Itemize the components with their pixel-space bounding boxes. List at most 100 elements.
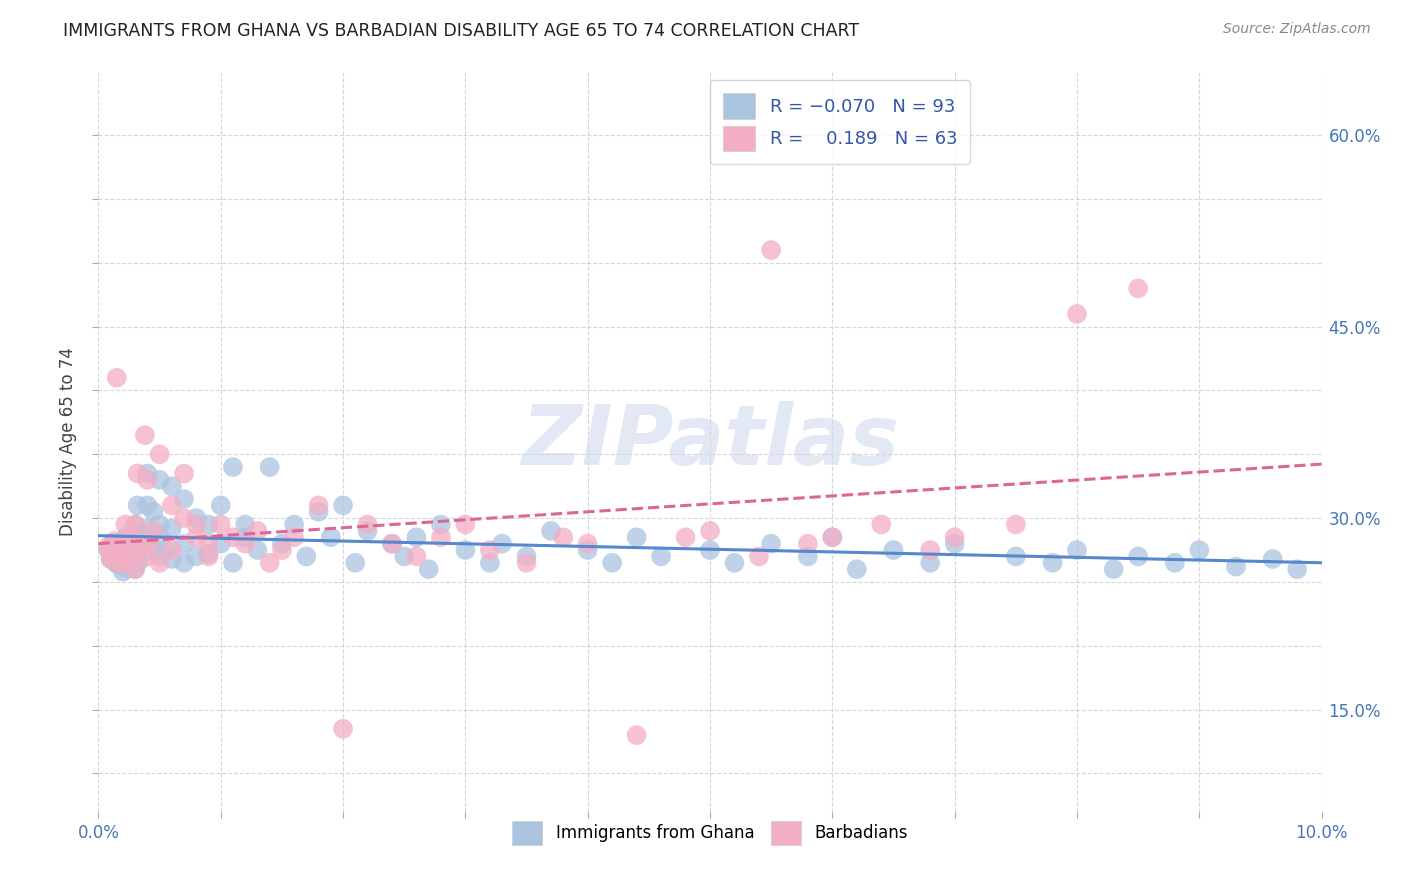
Text: IMMIGRANTS FROM GHANA VS BARBADIAN DISABILITY AGE 65 TO 74 CORRELATION CHART: IMMIGRANTS FROM GHANA VS BARBADIAN DISAB… bbox=[63, 22, 859, 40]
Point bbox=[107, 539, 129, 553]
Point bbox=[920, 556, 942, 570]
Point bbox=[845, 562, 868, 576]
Point bbox=[127, 467, 149, 481]
Point bbox=[186, 517, 208, 532]
Point bbox=[270, 536, 292, 550]
Point bbox=[1004, 549, 1026, 564]
Point bbox=[209, 499, 232, 513]
Point bbox=[142, 524, 165, 538]
Point bbox=[699, 543, 721, 558]
Point bbox=[283, 517, 305, 532]
Point bbox=[149, 447, 172, 461]
Point bbox=[149, 556, 172, 570]
Point bbox=[1066, 307, 1088, 321]
Point bbox=[540, 524, 562, 538]
Point bbox=[136, 467, 159, 481]
Point bbox=[114, 517, 136, 532]
Point bbox=[124, 533, 146, 547]
Point bbox=[160, 543, 183, 558]
Point bbox=[259, 556, 281, 570]
Point bbox=[943, 530, 966, 544]
Point bbox=[1225, 559, 1247, 574]
Point bbox=[97, 539, 120, 553]
Point bbox=[120, 530, 142, 544]
Point bbox=[870, 517, 893, 532]
Point bbox=[576, 536, 599, 550]
Point bbox=[209, 536, 232, 550]
Point bbox=[1004, 517, 1026, 532]
Point bbox=[699, 524, 721, 538]
Point bbox=[173, 511, 195, 525]
Point bbox=[553, 530, 575, 544]
Point bbox=[344, 556, 367, 570]
Point bbox=[186, 530, 208, 544]
Point bbox=[118, 541, 141, 555]
Point bbox=[797, 549, 820, 564]
Point bbox=[759, 536, 782, 550]
Point bbox=[454, 543, 477, 558]
Point bbox=[105, 548, 128, 562]
Point bbox=[883, 543, 905, 558]
Point bbox=[139, 536, 162, 550]
Point bbox=[259, 460, 281, 475]
Point bbox=[134, 543, 156, 558]
Point bbox=[100, 552, 122, 566]
Point bbox=[759, 243, 782, 257]
Point bbox=[308, 505, 330, 519]
Point bbox=[209, 517, 232, 532]
Point bbox=[1286, 562, 1309, 576]
Point bbox=[1261, 552, 1284, 566]
Point bbox=[160, 521, 183, 535]
Point bbox=[1188, 543, 1211, 558]
Point bbox=[97, 543, 120, 558]
Point bbox=[430, 517, 453, 532]
Point bbox=[516, 556, 538, 570]
Point bbox=[136, 549, 159, 564]
Point bbox=[110, 547, 132, 561]
Point bbox=[283, 530, 305, 544]
Point bbox=[149, 517, 172, 532]
Point bbox=[270, 543, 292, 558]
Point bbox=[136, 521, 159, 535]
Point bbox=[100, 547, 122, 561]
Point bbox=[139, 536, 162, 550]
Point bbox=[356, 524, 378, 538]
Point bbox=[104, 556, 127, 570]
Point bbox=[797, 536, 820, 550]
Point bbox=[129, 526, 152, 541]
Point bbox=[516, 549, 538, 564]
Text: ZIPatlas: ZIPatlas bbox=[522, 401, 898, 482]
Point bbox=[101, 536, 124, 550]
Point bbox=[478, 556, 501, 570]
Point bbox=[478, 543, 501, 558]
Point bbox=[1128, 549, 1150, 564]
Point bbox=[186, 511, 208, 525]
Point bbox=[943, 536, 966, 550]
Point bbox=[105, 370, 128, 384]
Point bbox=[308, 499, 330, 513]
Point bbox=[149, 473, 172, 487]
Point bbox=[149, 549, 172, 564]
Point bbox=[108, 558, 131, 573]
Point bbox=[723, 556, 745, 570]
Point bbox=[233, 536, 256, 550]
Point bbox=[111, 536, 134, 550]
Point bbox=[576, 543, 599, 558]
Point bbox=[222, 556, 245, 570]
Point bbox=[124, 547, 146, 561]
Point bbox=[821, 530, 844, 544]
Point bbox=[128, 555, 150, 569]
Point bbox=[149, 530, 172, 544]
Point bbox=[136, 499, 159, 513]
Point bbox=[430, 530, 453, 544]
Point bbox=[1164, 556, 1187, 570]
Point bbox=[173, 536, 195, 550]
Point bbox=[418, 562, 440, 576]
Point bbox=[160, 479, 183, 493]
Point bbox=[650, 549, 672, 564]
Point bbox=[173, 467, 195, 481]
Point bbox=[405, 530, 427, 544]
Point bbox=[1102, 562, 1125, 576]
Point bbox=[142, 505, 165, 519]
Point bbox=[110, 549, 132, 564]
